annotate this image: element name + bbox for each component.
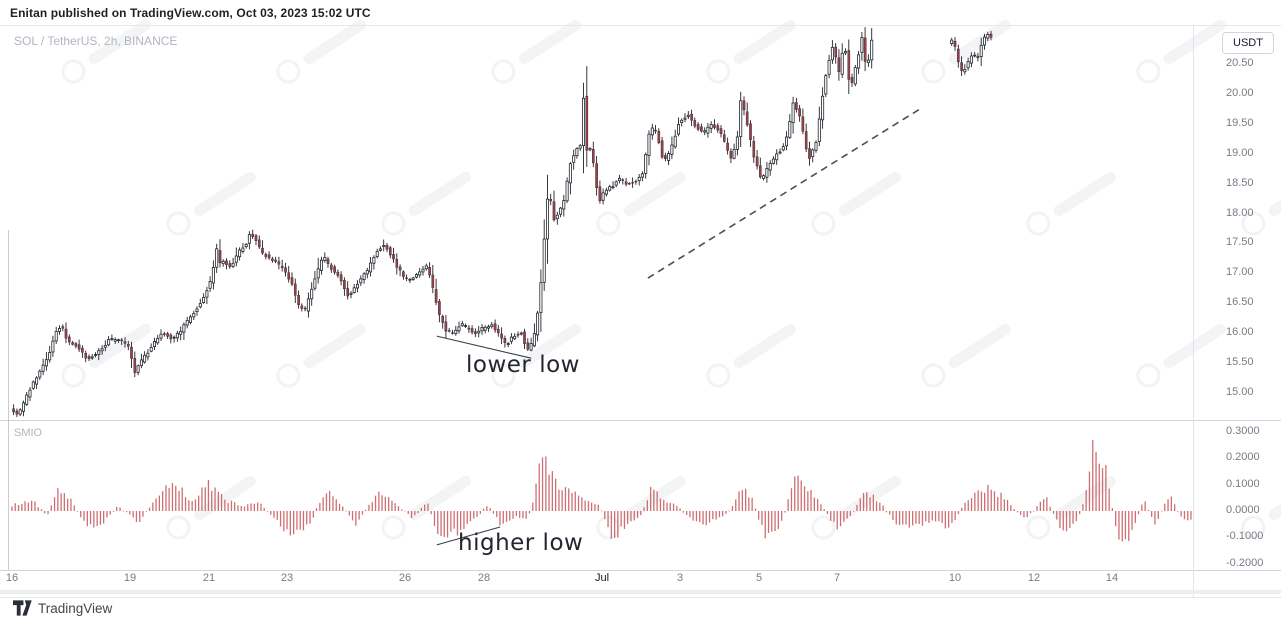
price-axis-label: 16.50 bbox=[1226, 296, 1254, 308]
time-axis-label: 10 bbox=[948, 572, 962, 584]
time-axis-label: 16 bbox=[5, 572, 19, 584]
indicator-axis-label: 0.0000 bbox=[1226, 504, 1260, 516]
indicator-axis-label: 0.2000 bbox=[1226, 451, 1260, 463]
dashed-trendline bbox=[647, 106, 924, 279]
time-axis-label: 19 bbox=[123, 572, 137, 584]
price-axis-label: 20.00 bbox=[1226, 87, 1254, 99]
price-axis-label: 17.50 bbox=[1226, 236, 1254, 248]
indicator-axis-label: -0.1000 bbox=[1226, 530, 1264, 542]
currency-toggle-button[interactable]: USDT bbox=[1222, 32, 1274, 54]
indicator-axis-label: -0.2000 bbox=[1226, 557, 1264, 569]
price-axis-label: 19.50 bbox=[1226, 117, 1254, 129]
tradingview-brand-text: TradingView bbox=[38, 600, 113, 616]
time-axis-label: 26 bbox=[398, 572, 412, 584]
higher-low-pointer-line bbox=[436, 526, 501, 546]
time-axis-label: 21 bbox=[202, 572, 216, 584]
time-axis-label: 3 bbox=[676, 572, 684, 584]
price-axis-label: 18.00 bbox=[1226, 207, 1254, 219]
time-axis-label: 12 bbox=[1027, 572, 1041, 584]
published-line: Enitan published on TradingView.com, Oct… bbox=[10, 6, 371, 20]
higher-low-annotation: higher low bbox=[458, 530, 584, 556]
price-axis-label: 17.00 bbox=[1226, 266, 1254, 278]
time-axis-label: 5 bbox=[755, 572, 763, 584]
tradingview-logo[interactable]: TradingView bbox=[13, 600, 112, 616]
indicator-axis-label: 0.3000 bbox=[1226, 425, 1260, 437]
time-axis-label: 28 bbox=[477, 572, 491, 584]
price-axis-label: 15.00 bbox=[1226, 386, 1254, 398]
price-axis-label: 19.00 bbox=[1226, 147, 1254, 159]
indicator-axis-label: 0.1000 bbox=[1226, 478, 1260, 490]
time-axis-label: 14 bbox=[1105, 572, 1119, 584]
smio-histogram bbox=[11, 440, 1192, 542]
price-axis-label: 16.00 bbox=[1226, 326, 1254, 338]
lower-low-annotation: lower low bbox=[466, 352, 580, 378]
price-axis-label: 18.50 bbox=[1226, 177, 1254, 189]
candles bbox=[12, 27, 993, 418]
symbol-legend[interactable]: SOL / TetherUS, 2h, BINANCE bbox=[14, 34, 178, 48]
chart-canvas[interactable] bbox=[0, 25, 1281, 598]
time-axis-label: 23 bbox=[280, 572, 294, 584]
smio-indicator-label[interactable]: SMIO bbox=[14, 427, 43, 439]
lower-low-pointer-line bbox=[436, 335, 532, 359]
price-axis-label: 15.50 bbox=[1226, 356, 1254, 368]
tradingview-logo-icon bbox=[13, 600, 32, 616]
time-axis-label: Jul bbox=[594, 572, 610, 584]
price-axis-label: 20.50 bbox=[1226, 57, 1254, 69]
time-axis-label: 7 bbox=[833, 572, 841, 584]
